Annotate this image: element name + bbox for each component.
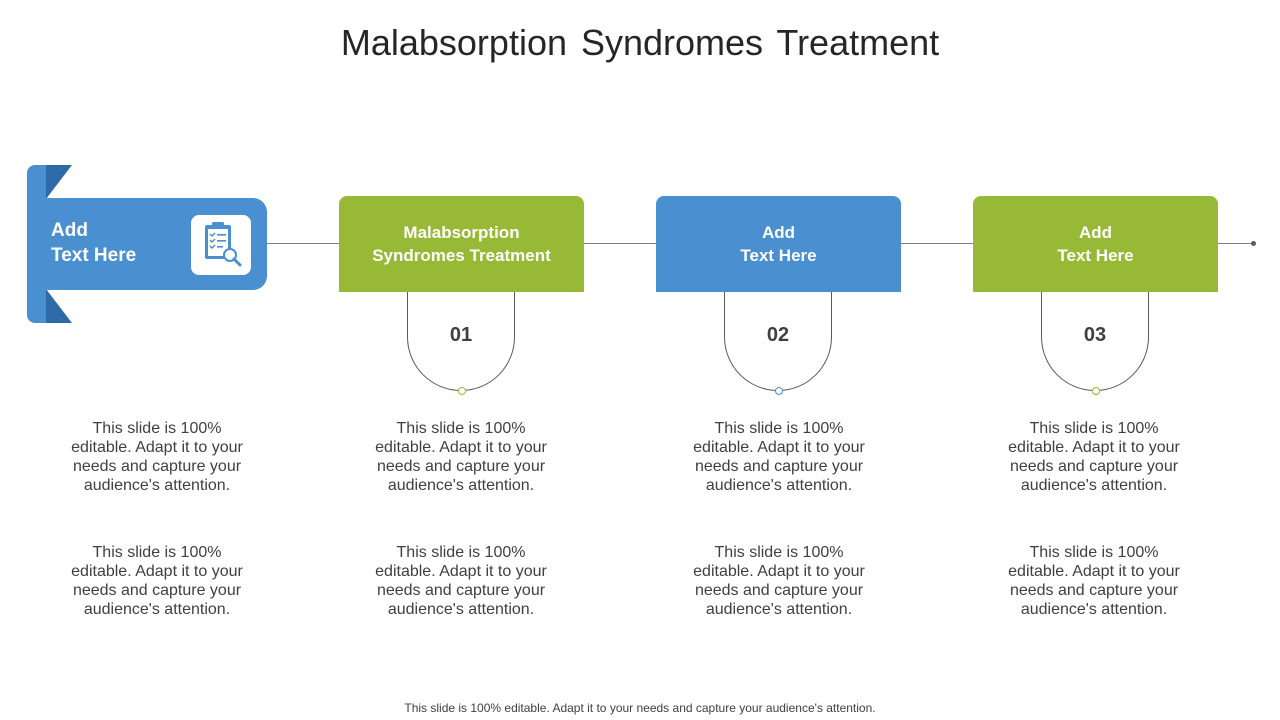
timeline-end-dot <box>1251 241 1256 246</box>
description-col3-row2: This slide is 100% editable. Adapt it to… <box>693 544 865 618</box>
step-1-box: Malabsorption Syndromes Treatment <box>339 196 584 292</box>
description-col1-row1: This slide is 100% editable. Adapt it to… <box>71 420 243 494</box>
lead-banner-fold-bottom <box>46 289 72 323</box>
step-3-dot <box>1092 387 1100 395</box>
footer-note: This slide is 100% editable. Adapt it to… <box>404 701 876 715</box>
description-col4-row1: This slide is 100% editable. Adapt it to… <box>1008 420 1180 494</box>
slide-title: Malabsorption Syndromes Treatment <box>340 22 940 63</box>
step-3-number: 03 <box>1083 324 1107 346</box>
step-1-number: 01 <box>449 324 473 346</box>
step-1-dot <box>458 387 466 395</box>
step-2-number: 02 <box>766 324 790 346</box>
description-col4-row2: This slide is 100% editable. Adapt it to… <box>1008 544 1180 618</box>
description-col3-row1: This slide is 100% editable. Adapt it to… <box>693 420 865 494</box>
step-2-box: Add Text Here <box>656 196 901 292</box>
lead-banner: Add Text Here <box>27 165 267 323</box>
description-col1-row2: This slide is 100% editable. Adapt it to… <box>71 544 243 618</box>
description-col2-row1: This slide is 100% editable. Adapt it to… <box>375 420 547 494</box>
lead-banner-fold-top <box>46 165 72 199</box>
step-3-box: Add Text Here <box>973 196 1218 292</box>
clipboard-search-icon <box>191 215 251 275</box>
step-2-dot <box>775 387 783 395</box>
lead-banner-body: Add Text Here <box>27 198 267 290</box>
lead-banner-text: Add Text Here <box>51 220 137 266</box>
description-col2-row2: This slide is 100% editable. Adapt it to… <box>375 544 547 618</box>
